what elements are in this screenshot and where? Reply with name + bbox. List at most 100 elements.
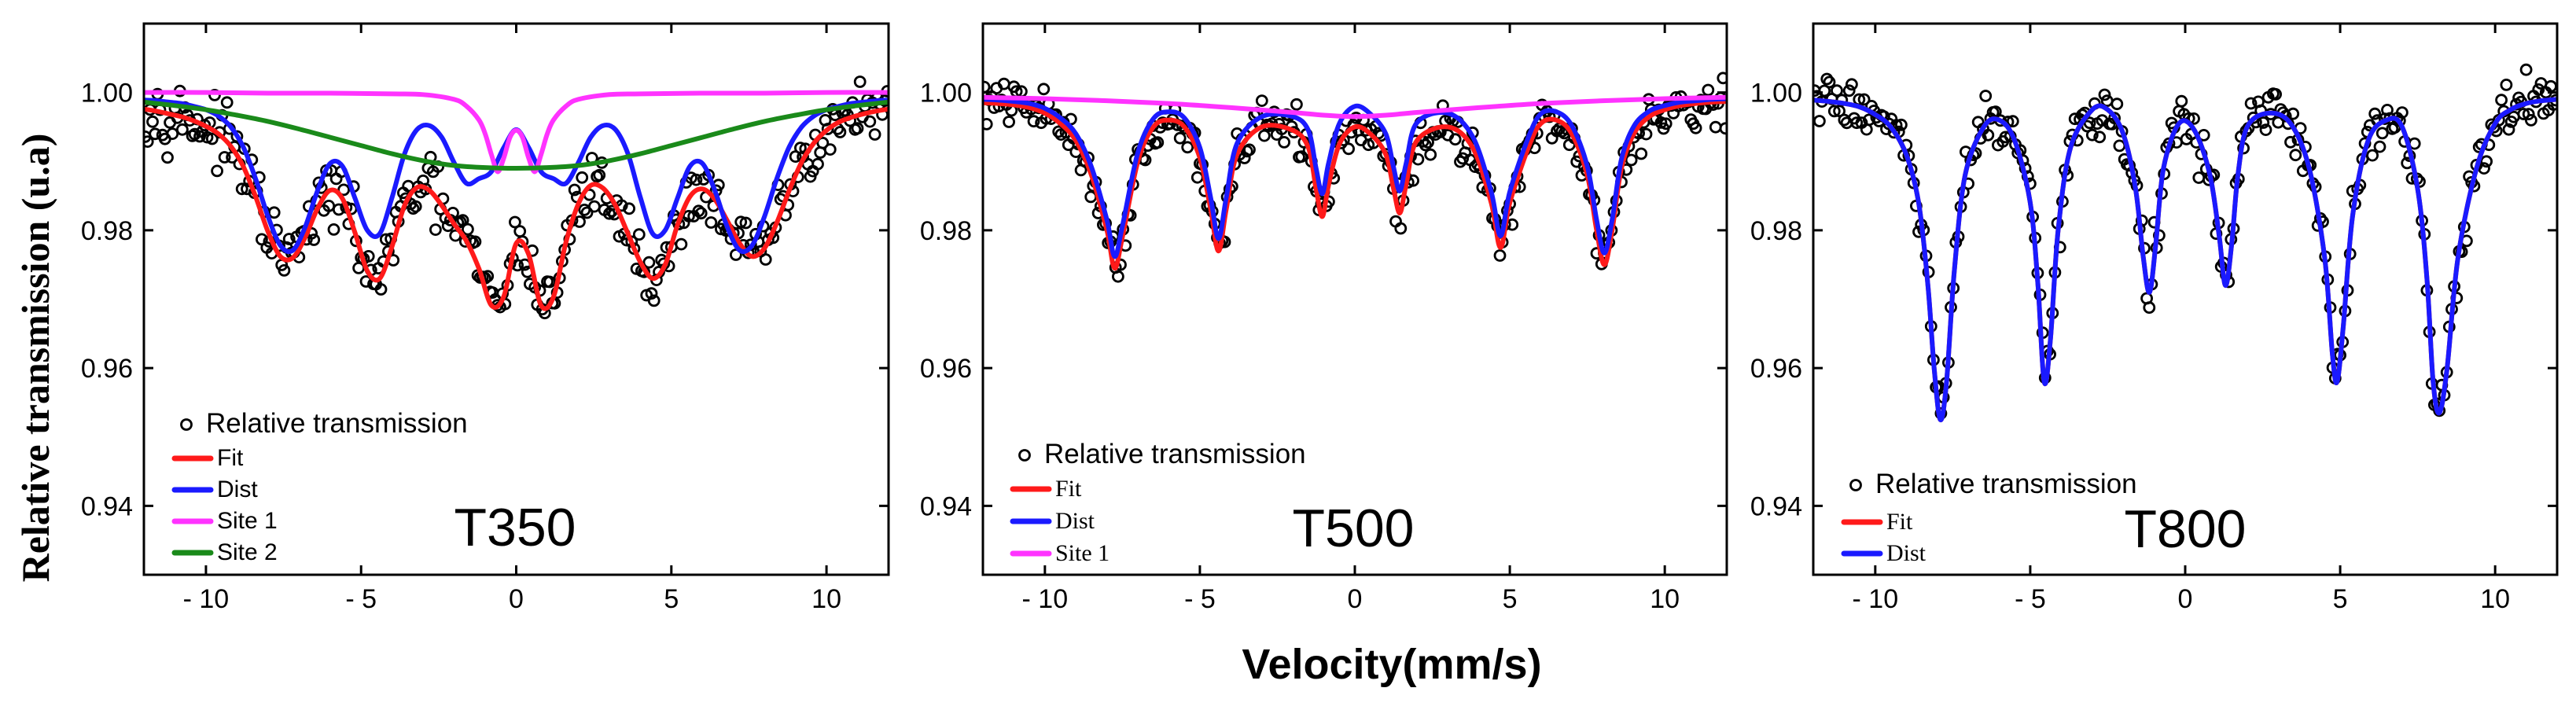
data-point (811, 157, 824, 171)
y-tick-label: 1.00 (920, 79, 972, 109)
legend-label-fit: Fit (1055, 476, 1082, 502)
legend: Relative transmission Fit Dist Site 1 Site 2 (171, 408, 468, 565)
data-point (2287, 107, 2300, 120)
figure-y-axis-label: Relative transmission (u.a) (13, 134, 57, 583)
data-point (834, 126, 847, 138)
x-tick-label: 0 (2178, 584, 2193, 614)
y-tick-label: 0.96 (81, 354, 133, 384)
data-point (218, 151, 231, 164)
data-point (642, 256, 656, 269)
legend-label-points: Relative transmission (206, 408, 468, 439)
legend-marker-points (1018, 449, 1031, 462)
data-point (2517, 108, 2530, 120)
data-point (1823, 75, 1836, 89)
x-tick-label: 0 (509, 584, 524, 614)
series-line-fit (144, 106, 889, 311)
y-tick-label: 0.96 (920, 354, 972, 384)
data-point (1857, 93, 1871, 106)
data-point (1112, 270, 1124, 283)
data-point (1422, 136, 1434, 149)
data-point (230, 130, 244, 143)
data-point (823, 143, 837, 156)
legend-label-dist: Dist (1886, 540, 1926, 566)
data-point (863, 115, 877, 128)
x-tick-label: - 10 (1022, 584, 1069, 614)
x-tick-label: 10 (811, 584, 841, 614)
data-point (2519, 63, 2533, 76)
data-point (588, 200, 601, 213)
data-point (632, 228, 646, 241)
data-point (2495, 94, 2508, 107)
data-point (1842, 84, 1856, 97)
data-point (2480, 155, 2493, 168)
data-point (2366, 149, 2379, 162)
x-tick-label: 10 (2480, 584, 2510, 614)
data-point (1151, 136, 1165, 149)
data-point (568, 183, 581, 197)
data-point (327, 223, 340, 236)
data-point (2085, 128, 2099, 142)
data-point (739, 216, 753, 230)
legend-label-site-1: Site 1 (1055, 540, 1110, 566)
data-point (1845, 78, 1858, 91)
legend-label-fit: Fit (1886, 509, 1913, 535)
data-point (2244, 97, 2258, 110)
data-point (1424, 148, 1437, 161)
data-point (816, 136, 830, 149)
data-point (513, 225, 527, 238)
data-point (2289, 149, 2302, 162)
data-point (1258, 129, 1271, 142)
data-point (647, 294, 661, 307)
data-point (149, 127, 162, 141)
data-point (1719, 122, 1727, 135)
data-point (2522, 108, 2535, 121)
y-tick-label: 0.96 (1750, 354, 1802, 384)
data-point (2093, 131, 2107, 144)
legend-label-points: Relative transmission (1875, 469, 2137, 499)
data-point (2373, 140, 2386, 153)
data-point (1659, 117, 1673, 131)
data-point (235, 182, 248, 196)
x-tick-label: - 5 (1184, 584, 1216, 614)
data-point (205, 132, 219, 145)
data-point (1052, 125, 1065, 138)
data-point (2532, 83, 2545, 96)
data-point (645, 287, 658, 300)
data-point (2110, 97, 2124, 111)
panel-title: T800 (2125, 499, 2247, 559)
data-point (2284, 135, 2297, 149)
panel-title: T500 (1293, 498, 1415, 558)
data-point (2500, 79, 2513, 91)
data-point (1831, 84, 1843, 97)
legend-label-dist: Dist (217, 476, 258, 502)
data-point (759, 253, 772, 266)
data-point (593, 168, 606, 182)
data-point (983, 80, 991, 94)
data-point (1999, 131, 2012, 144)
data-point (379, 233, 392, 246)
data-point (623, 202, 635, 215)
data-point (675, 237, 688, 251)
data-point (1173, 131, 1187, 145)
data-point (211, 164, 224, 178)
data-point (2433, 404, 2446, 418)
x-tick-label: - 5 (2015, 584, 2046, 614)
data-point (1506, 218, 1519, 231)
x-tick-label: 5 (1503, 584, 1518, 614)
data-point (1360, 123, 1373, 137)
x-tick-label: 10 (1650, 584, 1680, 614)
legend-label-site-2: Site 2 (217, 539, 278, 565)
y-tick-label: 1.00 (81, 79, 133, 109)
series-line-dist (983, 96, 1727, 259)
data-point (1037, 83, 1051, 96)
data-point (144, 135, 154, 148)
data-point (603, 207, 616, 220)
data-point (161, 151, 174, 164)
x-tick-label: 0 (1348, 584, 1363, 614)
legend: Relative transmission Fit Dist Site 1 (1010, 439, 1306, 566)
data-point (282, 233, 296, 245)
data-point (983, 118, 993, 131)
data-point (509, 215, 521, 229)
data-point (573, 215, 586, 228)
plot-area (144, 75, 889, 320)
